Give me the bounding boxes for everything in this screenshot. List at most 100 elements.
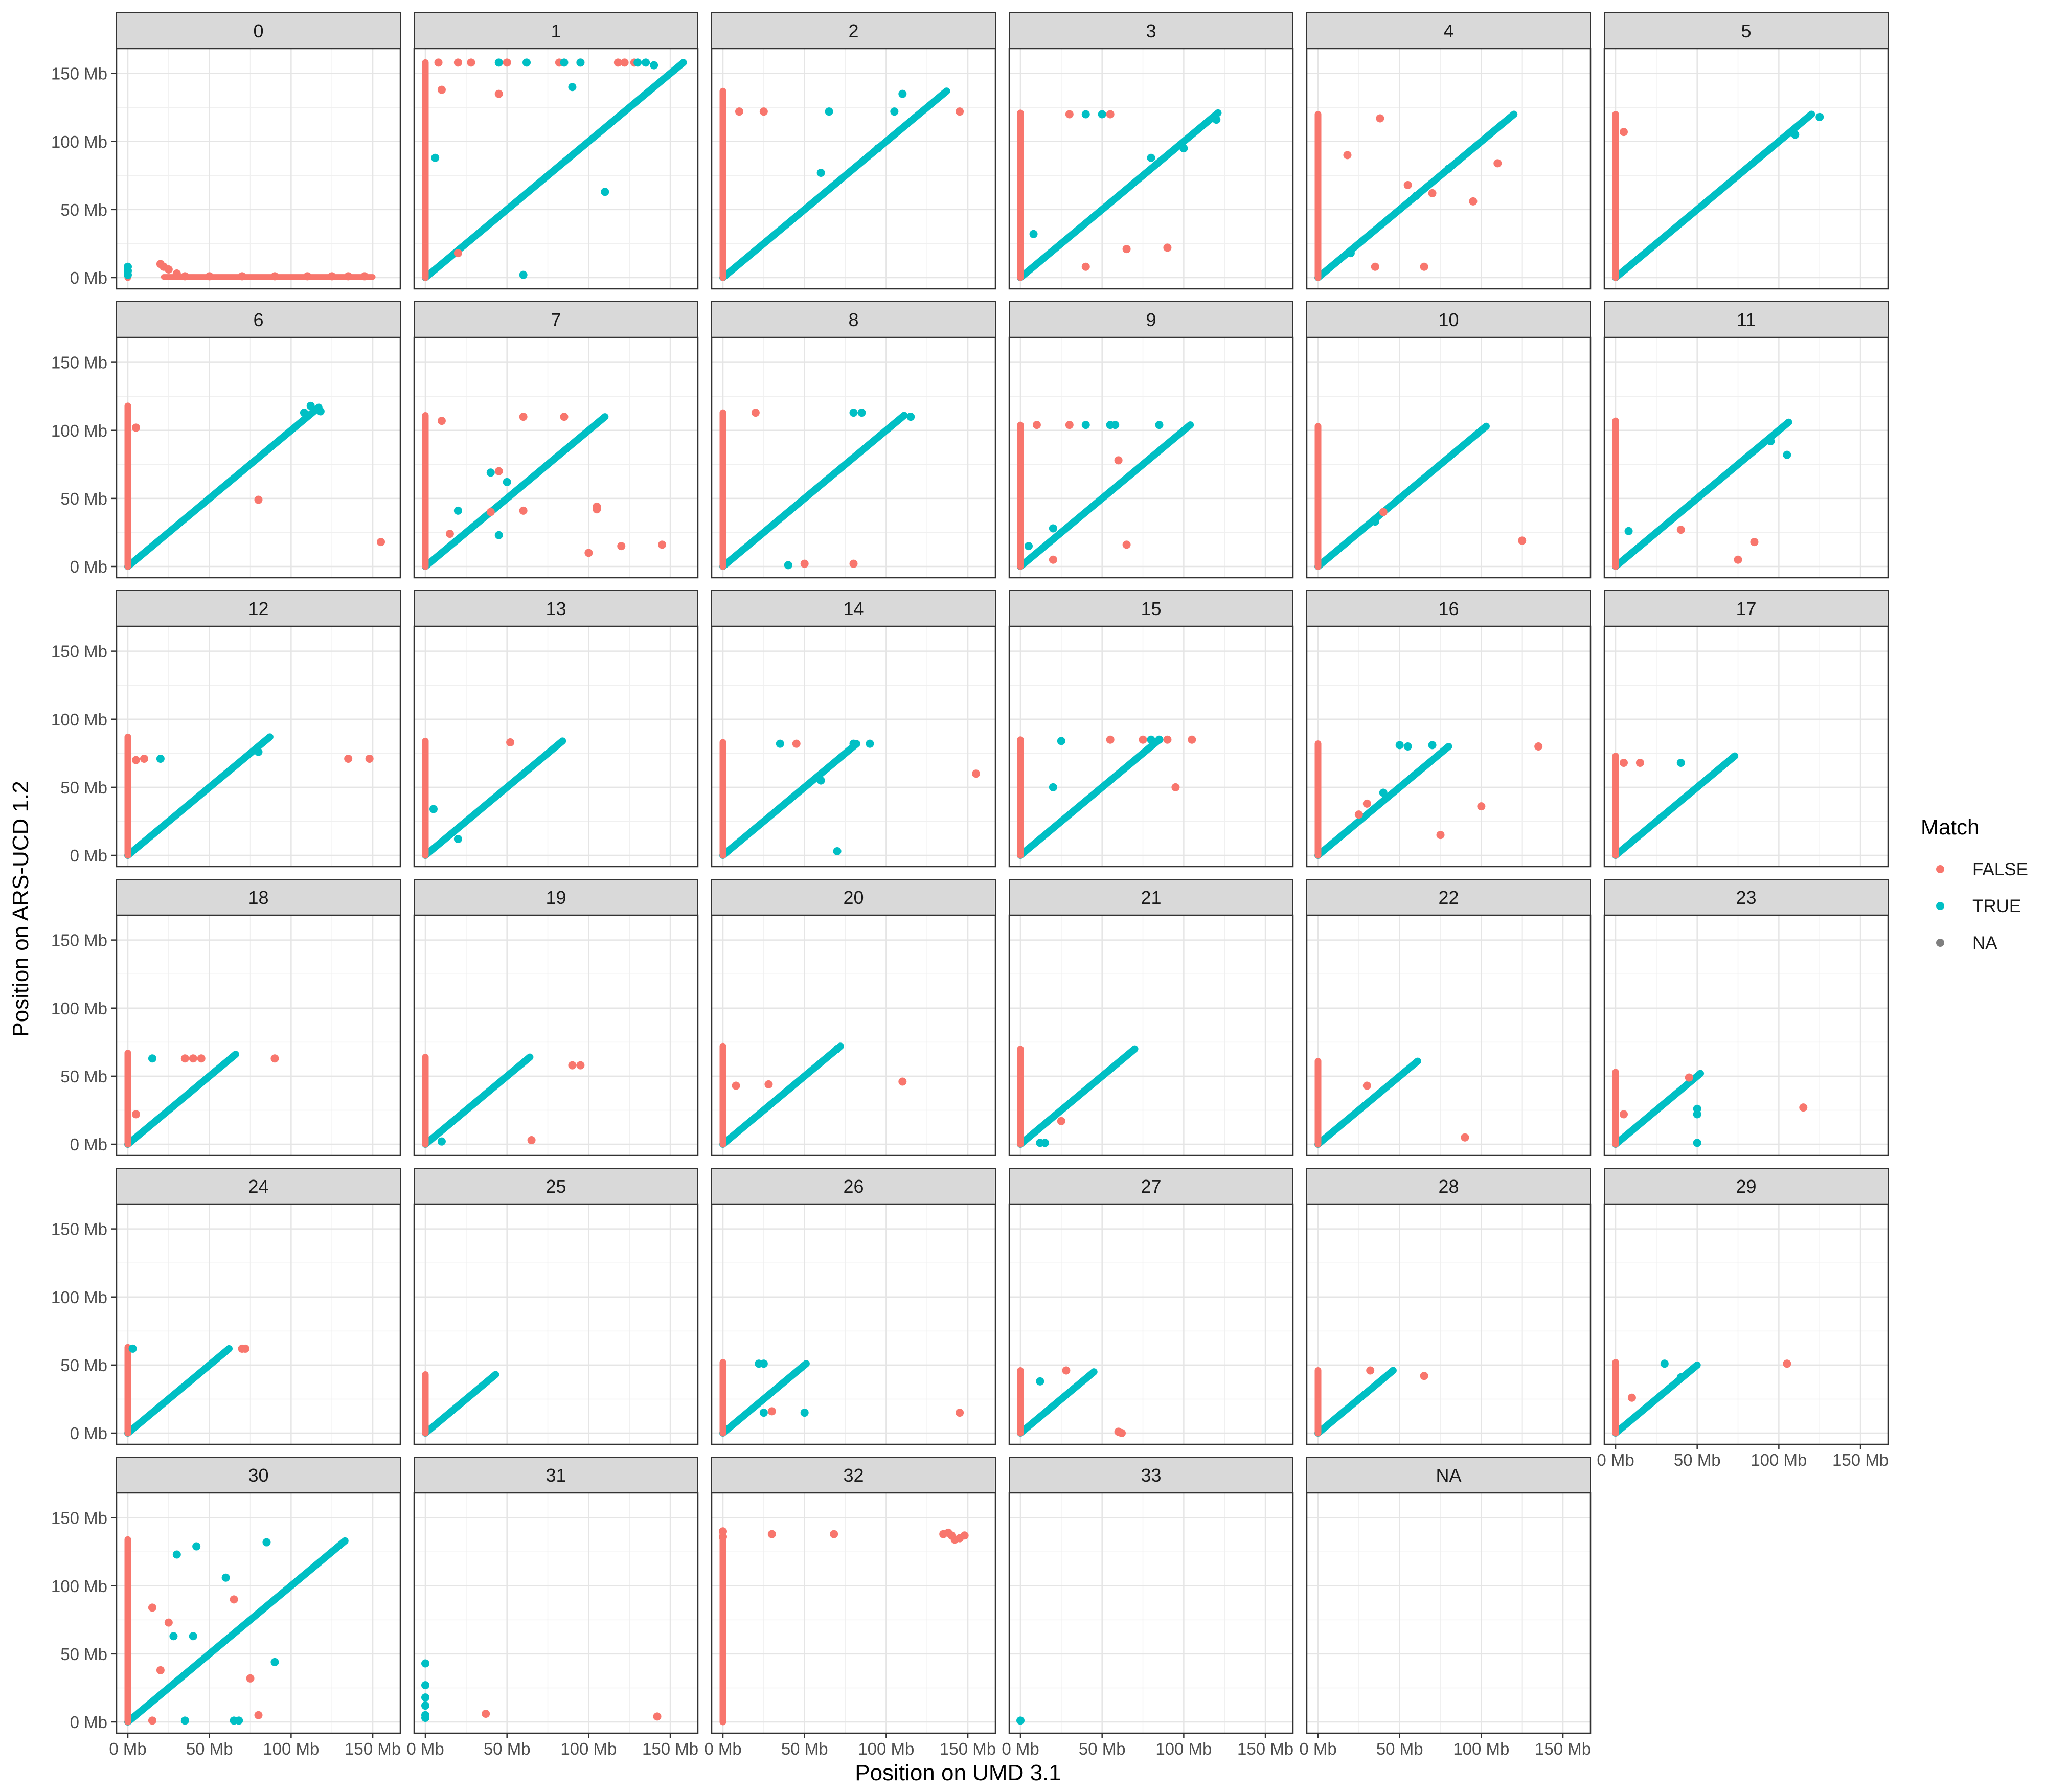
x-tick-label: 0 Mb — [109, 1739, 146, 1758]
false-point — [849, 559, 858, 568]
x-tick-label: 100 Mb — [1453, 1739, 1509, 1758]
false-point — [800, 559, 809, 568]
panel-border — [116, 48, 401, 290]
false-point — [764, 1080, 773, 1088]
facet-panel-25: 25 — [413, 1168, 699, 1445]
true-diagonal-band — [1612, 1070, 1705, 1148]
true-point — [866, 739, 874, 748]
panel-border — [1603, 914, 1889, 1156]
panel-border — [413, 1203, 699, 1445]
true-point — [1676, 758, 1685, 767]
x-tick-label: 50 Mb — [1376, 1739, 1423, 1758]
y-tick-label: 100 Mb — [51, 421, 107, 440]
true-point — [825, 107, 833, 116]
false-point — [1477, 802, 1486, 811]
x-tick-label: 0 Mb — [1299, 1739, 1336, 1758]
true-point — [890, 107, 899, 116]
false-point — [1403, 180, 1412, 189]
false-point — [270, 1054, 279, 1063]
panel-border — [1306, 1492, 1592, 1734]
false-point — [453, 58, 462, 67]
panel-border — [711, 1203, 996, 1445]
false-point — [1065, 421, 1074, 429]
false-point — [453, 249, 462, 258]
facet-strip — [116, 590, 401, 627]
facet-panel-9: 9 — [1008, 301, 1294, 579]
legend: FALSE TRUE NA — [1936, 859, 2028, 953]
true-point — [1111, 421, 1120, 429]
panel-border — [1603, 1203, 1889, 1445]
y-tick-label: 50 Mb — [60, 1067, 107, 1086]
panel-border — [1603, 625, 1889, 868]
false-point — [1065, 110, 1074, 119]
facet-strip-label: 24 — [248, 1176, 268, 1197]
facet-strip-label: 28 — [1438, 1176, 1459, 1197]
true-point — [180, 1716, 189, 1725]
true-point — [235, 1716, 243, 1725]
facet-strip — [1306, 590, 1591, 627]
x-tick-label: 150 Mb — [642, 1739, 698, 1758]
false-point — [1676, 526, 1685, 534]
false-point — [1106, 110, 1115, 119]
true-point — [1212, 116, 1221, 124]
false-point — [1188, 735, 1196, 744]
false-point — [1371, 262, 1379, 271]
facet-panel-19: 19 — [413, 879, 699, 1156]
true-point — [453, 835, 462, 844]
y-tick-label: 150 Mb — [51, 64, 107, 83]
facet-panel-17: 17 — [1603, 590, 1889, 868]
panel-border — [711, 914, 996, 1156]
true-point — [1155, 735, 1164, 744]
facet-strip — [711, 301, 996, 338]
false-point — [254, 495, 263, 504]
true-diagonal-band — [1314, 1057, 1421, 1148]
true-point — [221, 1573, 230, 1582]
true-diagonal-band — [1612, 752, 1739, 859]
facet-strip — [711, 1168, 996, 1205]
true-point — [601, 188, 609, 196]
facet-strip — [116, 1457, 401, 1493]
panel-border — [1008, 914, 1294, 1156]
false-point — [1118, 1429, 1126, 1437]
false-point — [960, 1531, 969, 1540]
true-point — [784, 561, 792, 570]
false-point — [593, 505, 601, 514]
legend-label-false: FALSE — [1972, 859, 2028, 879]
facet-strip-label: 12 — [248, 598, 268, 619]
true-diagonal-band — [1017, 109, 1222, 281]
true-point — [437, 1137, 446, 1146]
false-point — [1619, 128, 1628, 137]
true-diagonal-band — [1017, 736, 1163, 859]
facet-panel-10: 10 — [1306, 301, 1592, 579]
false-point — [1362, 1081, 1371, 1090]
true-point — [776, 739, 784, 748]
false-point — [1362, 799, 1371, 808]
y-tick-label: 100 Mb — [51, 999, 107, 1018]
true-point — [431, 153, 440, 162]
x-tick-label: 50 Mb — [1079, 1739, 1126, 1758]
true-diagonal-band — [422, 413, 609, 570]
true-point — [1036, 1377, 1044, 1386]
true-point — [849, 739, 858, 748]
false-point — [1635, 758, 1644, 767]
false-point — [172, 269, 181, 278]
true-point — [148, 1054, 156, 1063]
y-tick-label: 0 Mb — [70, 1135, 107, 1154]
legend-label-na: NA — [1972, 933, 1997, 953]
panel-border — [116, 1492, 401, 1734]
facet-strip-label: 3 — [1146, 20, 1156, 41]
false-point — [486, 508, 495, 516]
false-point — [1518, 536, 1527, 545]
false-point — [365, 754, 374, 763]
panel-border — [1306, 914, 1592, 1156]
false-point — [1032, 421, 1041, 429]
true-diagonal-band — [124, 1537, 349, 1726]
false-point — [1171, 783, 1180, 791]
true-point — [906, 413, 915, 421]
facet-panel-31: 31 0 Mb 50 Mb 100 Mb 150 Mb — [406, 1457, 699, 1758]
true-diagonal-band — [719, 87, 950, 281]
true-point — [1098, 110, 1106, 119]
y-tick-label: 0 Mb — [70, 557, 107, 576]
false-point — [197, 1054, 206, 1063]
